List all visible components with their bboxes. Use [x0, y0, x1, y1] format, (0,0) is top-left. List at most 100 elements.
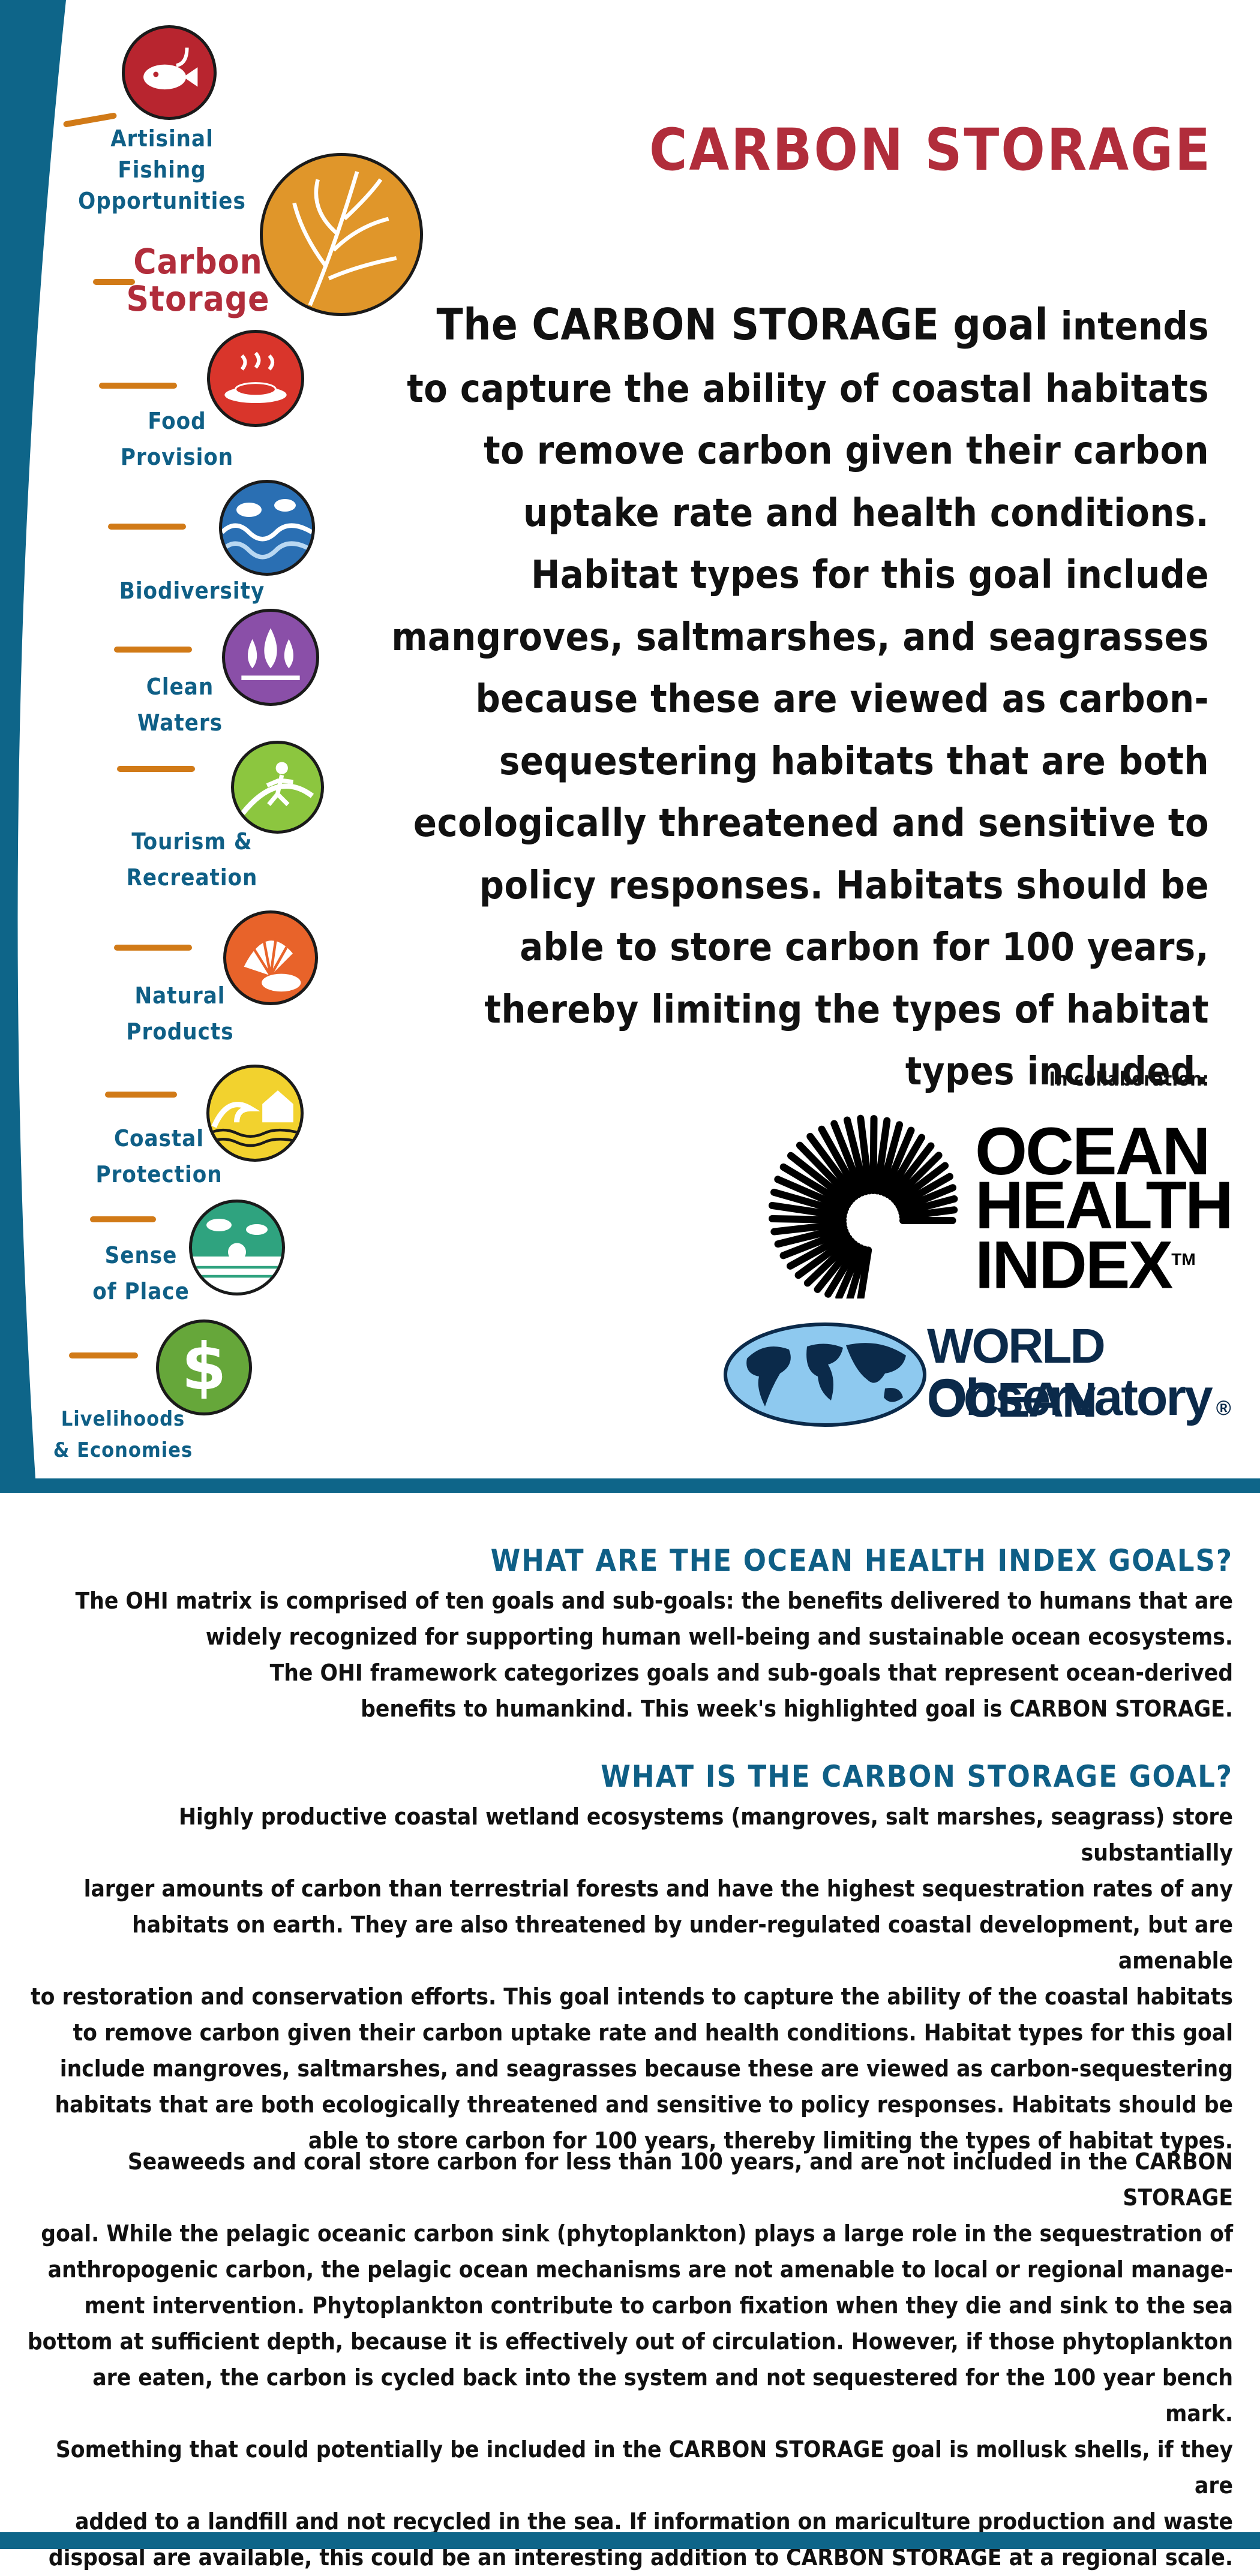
ohi-fan-ray — [887, 1142, 935, 1201]
text-line: Seaweeds and coral store carbon for less… — [127, 2148, 1233, 2211]
section-seaweeds-coral-text: Seaweeds and coral store carbon for less… — [24, 2144, 1233, 2576]
text-line: bottom at sufficient depth, because it i… — [27, 2328, 1233, 2355]
goal-tick — [99, 383, 177, 389]
goal-label-sense-of-place: Sense of Place — [92, 1242, 190, 1304]
cooked-fish-plate-icon — [207, 330, 304, 427]
ohi-fan-ray — [806, 1132, 859, 1200]
ohi-fan-ray — [897, 1184, 956, 1213]
text-line: The OHI framework categorizes goals and … — [269, 1660, 1233, 1687]
registered-mark: ® — [1216, 1397, 1231, 1420]
text-line: Highly productive coastal wetland ecosys… — [178, 1803, 1233, 1866]
ohi-fan-ray — [769, 1215, 847, 1224]
svg-text:$: $ — [181, 1330, 226, 1405]
ohi-line-ocean: OCEAN — [975, 1114, 1210, 1189]
ohi-fan-ray — [873, 1117, 891, 1195]
ohi-fan-ray — [895, 1173, 953, 1210]
goal-tick — [93, 279, 135, 285]
left-arc-band — [0, 0, 66, 1487]
page-title: CARBON STORAGE — [649, 116, 1212, 184]
text-line: to restoration and conservation efforts.… — [31, 1983, 1233, 2010]
ohi-fan-ray — [835, 1244, 865, 1298]
text-line: are eaten, the carbon is cycled back int… — [92, 2364, 1233, 2427]
dollar-sign-icon: $ — [156, 1319, 252, 1415]
ohi-line-index-text: INDEX — [975, 1227, 1173, 1303]
intro-paragraph: The CARBON STORAGE goal intends to captu… — [384, 294, 1209, 1104]
world-ocean-wordmark: WORLD OCEAN — [927, 1319, 1106, 1427]
world-ocean-observatory-globe-icon — [724, 1322, 926, 1427]
ohi-fan-ray — [768, 1201, 847, 1220]
ohi-fan-ray — [890, 1152, 943, 1203]
goal-label-carbon-storage: Carbon Storage — [126, 241, 270, 319]
text-line: ment intervention. Phytoplankton contrib… — [84, 2292, 1233, 2319]
intro-body: intends to capture the ability of coasta… — [391, 305, 1209, 1094]
kelp-icon — [260, 153, 423, 316]
ohi-fan-ray — [774, 1176, 850, 1213]
text-line: larger amounts of carbon than terrestria… — [83, 1875, 1233, 1902]
ohi-fan-ray — [786, 1231, 851, 1270]
ohi-fan-ray — [779, 1163, 851, 1209]
goal-tick — [90, 1216, 156, 1222]
ohi-line-health: HEALTH — [975, 1168, 1234, 1243]
water-drops-icon — [222, 609, 319, 706]
text-line: Something that could potentially be incl… — [55, 2436, 1233, 2499]
fish-and-hook-icon — [122, 25, 217, 120]
section-carbon-storage-text: Highly productive coastal wetland ecosys… — [24, 1799, 1233, 2159]
goal-tick — [105, 1092, 177, 1098]
intro-lead: The CARBON STORAGE goal — [436, 299, 1049, 350]
goal-label-food-provision: Food Provision — [120, 408, 234, 470]
goal-tick — [69, 1352, 138, 1358]
goal-label-natural-products: Natural Products — [126, 982, 234, 1045]
ohi-line-index: INDEXTM — [975, 1231, 1232, 1298]
goal-label-livelihoods-economies: Livelihoods & Economies — [53, 1407, 193, 1462]
section-heading-ohi-goals: WHAT ARE THE OCEAN HEALTH INDEX GOALS? — [490, 1543, 1233, 1578]
ohi-fan-ray — [824, 1242, 861, 1298]
ocean-health-index-wordmark: OCEAN HEALTH INDEXTM — [975, 1114, 1234, 1298]
ohi-fan-ray — [877, 1121, 904, 1195]
ohi-trademark: TM — [1171, 1250, 1196, 1269]
ohi-fan-ray — [899, 1206, 958, 1221]
ohi-fan-ray — [803, 1237, 855, 1287]
section-ohi-goals-text: The OHI matrix is comprised of ten goals… — [24, 1583, 1233, 1727]
goal-label-tourism-recreation: Tourism & Recreation — [126, 828, 258, 891]
text-line: to remove carbon given their carbon upta… — [73, 2019, 1233, 2046]
ohi-fan-ray — [818, 1125, 862, 1198]
ohi-fan-ray — [814, 1240, 858, 1293]
text-line: goal. While the pelagic oceanic carbon s… — [41, 2220, 1233, 2247]
house-and-wave-icon — [206, 1065, 304, 1162]
goal-label-biodiversity: Biodiversity — [119, 578, 265, 604]
ocean-waves-icon — [219, 480, 315, 576]
ohi-fan-ray — [898, 1195, 958, 1217]
ohi-fan-ray — [770, 1220, 847, 1236]
ohi-fan-ray — [843, 1116, 869, 1195]
ohi-fan-ray — [774, 1224, 848, 1248]
goal-label-artisinal-fishing: Artisinal Fishing Opportunities — [78, 125, 246, 214]
ohi-fan-ray — [893, 1162, 949, 1206]
observatory-wordmark: Observatory ® — [927, 1370, 1231, 1435]
goal-label-coastal-protection: Coastal Protection — [95, 1125, 223, 1188]
ocean-health-index-logo-mark — [768, 1114, 958, 1298]
goal-tick — [114, 647, 192, 653]
ohi-fan-ray — [869, 1115, 878, 1195]
text-line: added to a landfill and not recycled in … — [75, 2508, 1233, 2535]
observatory-text: Observatory — [927, 1369, 1213, 1426]
goal-tick — [108, 524, 186, 530]
goal-label-clean-waters: Clean Waters — [137, 674, 223, 736]
ohi-fan-ray — [796, 1141, 856, 1203]
text-line: The OHI matrix is comprised of ten goals… — [75, 1588, 1233, 1615]
ohi-fan-ray — [846, 1245, 868, 1298]
text-line: benefits to humankind. This week's highl… — [361, 1696, 1233, 1723]
seashells-icon — [223, 910, 318, 1005]
section-divider — [0, 1478, 1260, 1493]
text-line: habitats on earth. They are also threate… — [132, 1911, 1233, 1974]
footer-bar — [0, 2532, 1260, 2549]
ohi-fan-ray — [881, 1126, 915, 1197]
text-line: able to store carbon for 100 years, ther… — [308, 2127, 1233, 2154]
ohi-fan-ray — [857, 1246, 872, 1298]
ohi-fan-ray — [770, 1188, 848, 1216]
goal-tick — [117, 766, 195, 772]
ohi-fan-ray — [857, 1114, 873, 1195]
section-heading-carbon-storage-goal: WHAT IS THE CARBON STORAGE GOAL? — [601, 1759, 1233, 1794]
text-line: habitats that are both ecologically thre… — [55, 2091, 1234, 2118]
text-line: include mangroves, saltmarshes, and seag… — [59, 2055, 1233, 2082]
ohi-fan-ray — [830, 1120, 866, 1197]
